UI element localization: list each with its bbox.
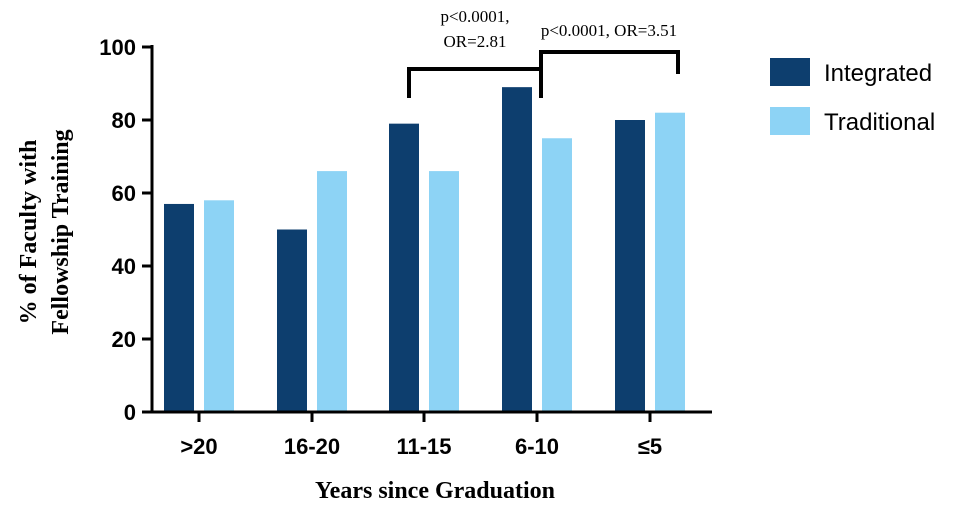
bar-integrated-3 <box>502 87 532 413</box>
axes-group: 0 20 40 60 80 100 >20 16-20 11-15 6-10 ≤5 <box>99 35 712 459</box>
y-tick-label-40: 40 <box>112 254 136 279</box>
y-tick-label-0: 0 <box>124 400 136 425</box>
bar-integrated-1 <box>277 229 307 412</box>
annotation-label-0-1: OR=2.81 <box>444 32 507 51</box>
x-axis-title: Years since Graduation <box>315 478 555 504</box>
y-tick-label-20: 20 <box>112 327 136 352</box>
bar-traditional-2 <box>429 171 459 412</box>
x-tick-label-1: 16-20 <box>284 434 340 459</box>
significance-bracket-1 <box>539 50 680 74</box>
x-tick-label-0: >20 <box>180 434 217 459</box>
y-tick-label-60: 60 <box>112 181 136 206</box>
bars-group <box>164 87 685 413</box>
annotation-label-0-0: p<0.0001, <box>440 7 509 26</box>
legend: Integrated Traditional <box>770 58 935 136</box>
y-axis-title: % of Faculty with Fellowship Training <box>16 129 74 334</box>
x-tick-label-3: 6-10 <box>515 434 559 459</box>
x-tick-label-2: 11-15 <box>396 434 451 459</box>
bar-integrated-4 <box>615 120 645 412</box>
bar-traditional-0 <box>204 200 234 412</box>
annotations-group: p<0.0001, OR=2.81 p<0.0001, OR=3.51 <box>407 7 680 98</box>
bar-traditional-1 <box>317 171 347 412</box>
legend-swatch-traditional <box>770 107 810 135</box>
y-axis-title-line-1: % of Faculty with <box>16 140 42 325</box>
significance-bracket-0 <box>407 67 543 98</box>
y-tick-label-80: 80 <box>112 108 136 133</box>
annotation-label-1-0: p<0.0001, OR=3.51 <box>541 21 677 40</box>
bar-integrated-0 <box>164 203 194 412</box>
x-tick-label-4: ≤5 <box>638 434 662 459</box>
y-axis-title-line-2: Fellowship Training <box>48 129 74 334</box>
legend-label-traditional: Traditional <box>824 109 935 136</box>
legend-swatch-integrated <box>770 58 810 86</box>
bar-traditional-3 <box>542 138 572 412</box>
y-tick-label-100: 100 <box>99 35 136 60</box>
bar-traditional-4 <box>655 112 685 412</box>
legend-label-integrated: Integrated <box>824 60 932 87</box>
bar-integrated-2 <box>389 123 419 413</box>
